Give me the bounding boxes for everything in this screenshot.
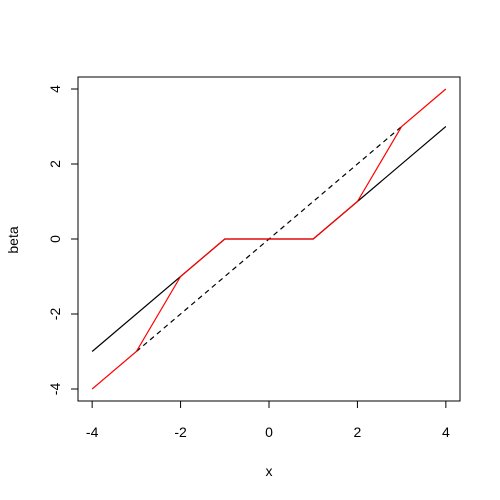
y-tick-label: -4 [47,383,63,396]
y-tick-label: 4 [47,85,63,93]
x-tick-label: -2 [174,424,187,440]
series-line [91,88,447,390]
x-tick-label: 0 [265,424,273,440]
y-tick-label: 2 [47,160,63,168]
y-tick-label: 0 [47,235,63,243]
x-tick-label: -4 [86,424,99,440]
x-tick-label: 4 [442,424,450,440]
y-tick-label: -2 [47,308,63,321]
x-axis-label: x [266,463,273,479]
x-tick-label: 2 [354,424,362,440]
y-axis-label: beta [5,226,21,253]
